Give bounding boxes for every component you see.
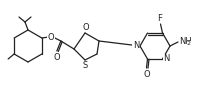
Text: F: F [157, 14, 162, 22]
Text: S: S [82, 62, 88, 70]
Text: O: O [53, 53, 60, 62]
Text: O: O [143, 70, 150, 79]
Text: NH: NH [179, 38, 192, 46]
Text: O: O [83, 22, 89, 31]
Text: N: N [163, 55, 170, 63]
Text: N: N [133, 41, 139, 50]
Text: O: O [48, 33, 54, 41]
Text: 2: 2 [187, 41, 191, 46]
